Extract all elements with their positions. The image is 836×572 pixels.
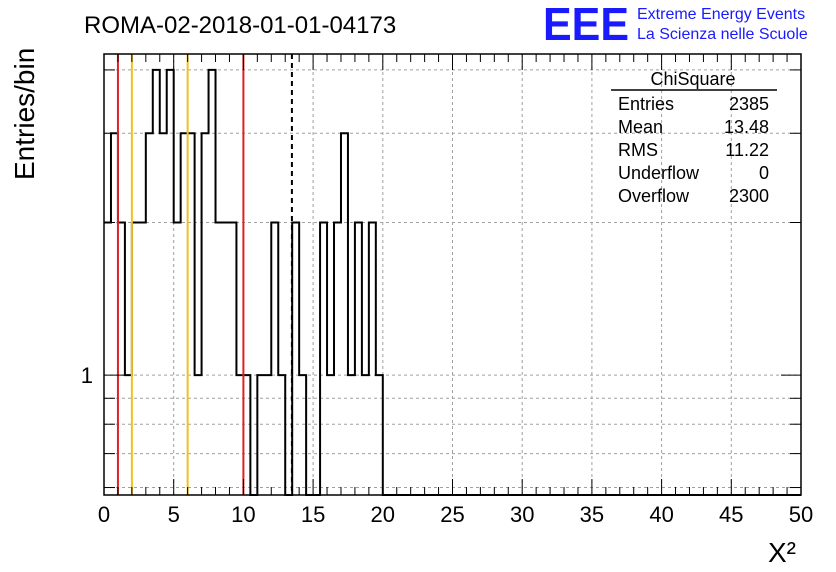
stats-box: ChiSquare Entries 2385 Mean 13.48 RMS 11.22 Un…: [611, 69, 777, 206]
axis-ticks: [103, 54, 802, 495]
x-tick-label: 5: [168, 502, 180, 527]
y-axis-label: Entries/bin: [9, 48, 40, 180]
x-tick-label: 35: [580, 502, 604, 527]
stats-label: Entries: [618, 94, 674, 114]
stats-value: 11.22: [725, 140, 769, 160]
x-tick-label: 10: [231, 502, 255, 527]
stats-label: Underflow: [618, 163, 700, 183]
x-axis-label: X²: [768, 537, 796, 568]
x-tick-label: 15: [301, 502, 325, 527]
stats-label: Mean: [618, 117, 663, 137]
stats-value: 13.48: [724, 117, 769, 137]
stats-label: RMS: [618, 140, 658, 160]
x-tick-label: 40: [649, 502, 673, 527]
eee-logo: EEE: [543, 0, 629, 50]
x-tick-label: 45: [719, 502, 743, 527]
x-tick-label: 0: [98, 502, 110, 527]
axis-tick-labels: 0 5 10 15 20 25 30 35 40 45 50 1: [81, 363, 813, 527]
run-title: ROMA-02-2018-01-01-04173: [84, 12, 396, 39]
stats-label: Overflow: [618, 186, 690, 206]
x-tick-label: 50: [789, 502, 813, 527]
x-tick-label: 20: [371, 502, 395, 527]
y-tick-label: 1: [81, 363, 93, 388]
logo-line-1: Extreme Energy Events: [637, 6, 805, 23]
logo-line-2: La Scienza nelle Scuole: [637, 26, 808, 43]
stats-title: ChiSquare: [650, 69, 735, 89]
stats-value: 2300: [729, 186, 769, 206]
x-tick-label: 30: [510, 502, 534, 527]
threshold-lines: [116, 54, 293, 495]
stats-value: 2385: [729, 94, 769, 114]
stats-value: 0: [759, 163, 769, 183]
x-tick-label: 25: [440, 502, 464, 527]
